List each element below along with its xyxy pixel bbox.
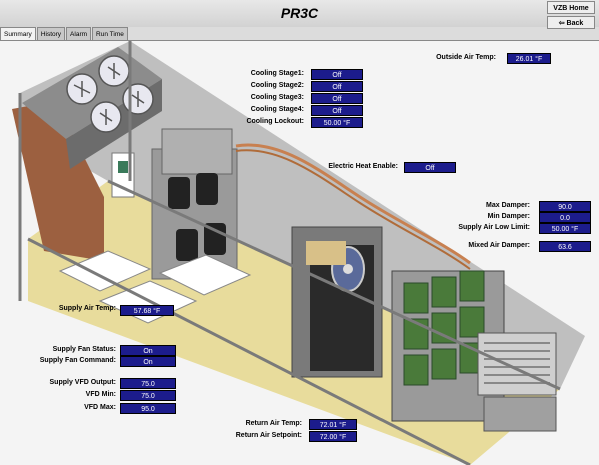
max-damper-value: 90.0 <box>539 201 591 212</box>
supply-fan-command-value: On <box>120 356 176 367</box>
cooling-stage4-value: Off <box>311 105 363 116</box>
min-damper-value: 0.0 <box>539 212 591 223</box>
tab-bar: Summary History Alarm Run Time <box>0 27 129 41</box>
supply-fan-status-value: On <box>120 345 176 356</box>
electric-heat-enable-label: Electric Heat Enable: <box>328 163 398 170</box>
back-arrow-icon: ⇦ <box>558 20 565 27</box>
supply-air-low-limit-value: 50.00 °F <box>539 223 591 234</box>
supply-vfd-output-value: 75.0 <box>120 378 176 389</box>
cooling-stage2-label: Cooling Stage2: <box>250 82 304 89</box>
return-air-setpoint-value: 72.00 °F <box>309 431 357 442</box>
outside-air-temp-value: 26.01 °F <box>507 53 551 64</box>
supply-fan-status-label: Supply Fan Status: <box>52 346 116 353</box>
cooling-stage3-label: Cooling Stage3: <box>250 94 304 101</box>
vfd-max-value: 95.0 <box>120 403 176 414</box>
vfd-min-value: 75.0 <box>120 390 176 401</box>
mixed-air-damper-value: 63.6 <box>539 241 591 252</box>
max-damper-label: Max Damper: <box>486 202 530 209</box>
unit-frame <box>18 41 561 465</box>
vzb-home-label: VZB Home <box>553 5 589 12</box>
cooling-stage4-label: Cooling Stage4: <box>250 106 304 113</box>
return-air-setpoint-label: Return Air Setpoint: <box>235 432 302 439</box>
summary-panel: Outside Air Temp: 26.01 °F Cooling Stage… <box>0 40 599 465</box>
title-bar: PR3C VZB Home ⇦ Back <box>0 0 599 29</box>
cooling-stage1-value: Off <box>311 69 363 80</box>
cooling-stage3-value: Off <box>311 93 363 104</box>
return-air-temp-value: 72.01 °F <box>309 419 357 430</box>
outside-air-temp-label: Outside Air Temp: <box>436 54 496 61</box>
min-damper-label: Min Damper: <box>487 213 530 220</box>
cooling-lockout-label: Cooling Lockout: <box>246 118 304 125</box>
vfd-min-label: VFD Min: <box>85 391 116 398</box>
air-handler-illustration <box>12 41 585 465</box>
back-label: Back <box>566 20 584 27</box>
tab-history[interactable]: History <box>36 27 66 41</box>
tab-run-time[interactable]: Run Time <box>92 27 128 41</box>
cooling-stage1-label: Cooling Stage1: <box>250 70 304 77</box>
page-title: PR3C <box>280 5 319 21</box>
vzb-home-button[interactable]: VZB Home <box>547 1 595 14</box>
tab-summary[interactable]: Summary <box>0 27 36 41</box>
supply-vfd-output-label: Supply VFD Output: <box>49 379 117 386</box>
return-air-temp-label: Return Air Temp: <box>245 420 302 427</box>
tab-alarm[interactable]: Alarm <box>66 27 92 41</box>
vfd-max-label: VFD Max: <box>84 404 116 411</box>
refrigerant-piping <box>235 143 471 265</box>
intake-wall <box>12 101 104 261</box>
supply-air-low-limit-label: Supply Air Low Limit: <box>458 224 530 231</box>
back-button[interactable]: ⇦ Back <box>547 16 595 29</box>
mixed-air-damper-label: Mixed Air Damper: <box>468 242 530 249</box>
compressor-icon <box>168 173 226 261</box>
exhaust-fan-icon <box>66 55 154 133</box>
cooling-lockout-value: 50.00 °F <box>311 117 363 128</box>
supply-air-temp-value: 57.68 °F <box>120 305 174 316</box>
electric-heat-enable-value: Off <box>404 162 456 173</box>
supply-fan-command-label: Supply Fan Command: <box>39 357 116 364</box>
cooling-stage2-value: Off <box>311 81 363 92</box>
supply-air-temp-label: Supply Air Temp: <box>58 305 116 312</box>
